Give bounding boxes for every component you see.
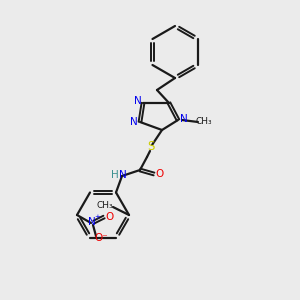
Text: N: N [134,96,142,106]
Text: O: O [105,212,113,222]
Text: CH₃: CH₃ [97,202,113,211]
Text: N: N [119,170,127,180]
Text: N: N [130,117,138,127]
Text: O⁻: O⁻ [94,233,108,243]
Text: O: O [156,169,164,179]
Text: N: N [88,217,96,227]
Text: N: N [180,114,188,124]
Text: +: + [94,214,100,220]
Text: CH₃: CH₃ [196,116,212,125]
Text: H: H [111,170,119,180]
Text: S: S [147,140,155,152]
